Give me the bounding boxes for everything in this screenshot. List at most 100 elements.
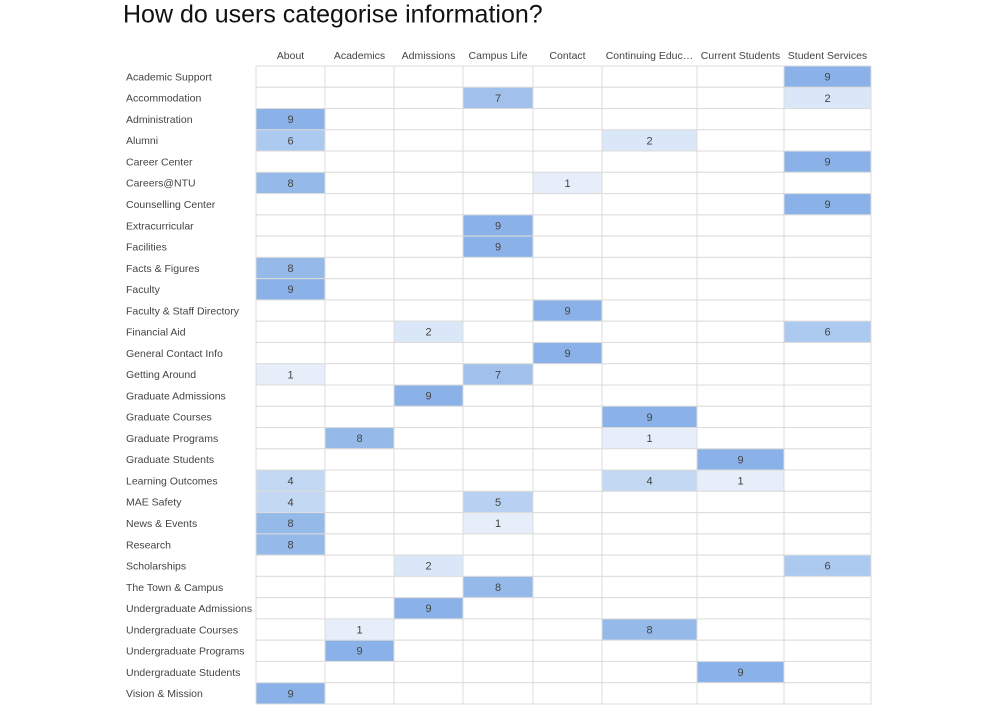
cell-value: 9 xyxy=(737,667,743,679)
cell-value: 5 xyxy=(495,497,501,509)
empty-cell xyxy=(324,405,395,429)
column-label: Contact xyxy=(549,50,585,62)
empty-cell xyxy=(532,490,603,514)
empty-cell xyxy=(783,341,872,365)
row-label: Undergraduate Programs xyxy=(126,646,244,658)
cell-value: 6 xyxy=(824,327,830,339)
empty-cell xyxy=(601,193,698,216)
row-label: Career Center xyxy=(126,156,193,168)
empty-cell xyxy=(601,660,698,684)
empty-cell xyxy=(783,533,872,556)
empty-cell xyxy=(601,320,698,343)
empty-cell xyxy=(393,682,464,705)
row-label: Undergraduate Admissions xyxy=(126,603,252,615)
empty-cell xyxy=(462,150,534,173)
empty-cell xyxy=(532,533,603,556)
empty-cell xyxy=(696,639,785,662)
cell-value: 8 xyxy=(287,518,293,530)
empty-cell xyxy=(255,193,326,216)
empty-cell xyxy=(696,490,785,514)
cell-value: 9 xyxy=(356,646,362,658)
row-label: Facilities xyxy=(126,242,167,254)
cell-value: 2 xyxy=(425,327,431,339)
empty-cell xyxy=(393,65,464,88)
empty-cell xyxy=(462,171,534,195)
empty-cell xyxy=(324,682,395,705)
cell-value: 1 xyxy=(646,433,652,445)
row-label: Careers@NTU xyxy=(126,178,196,190)
empty-cell xyxy=(532,618,603,641)
empty-cell xyxy=(696,299,785,322)
empty-cell xyxy=(532,129,603,152)
empty-cell xyxy=(783,597,872,620)
empty-cell xyxy=(393,193,464,216)
empty-cell xyxy=(783,171,872,195)
empty-cell xyxy=(601,597,698,620)
empty-cell xyxy=(255,448,326,471)
empty-cell xyxy=(255,618,326,641)
empty-cell xyxy=(532,682,603,705)
empty-cell xyxy=(462,405,534,429)
empty-cell xyxy=(783,108,872,131)
cell-value: 1 xyxy=(495,518,501,530)
empty-cell xyxy=(255,575,326,599)
empty-cell xyxy=(324,469,395,492)
empty-cell xyxy=(532,427,603,450)
row-label: Facts & Figures xyxy=(126,263,200,275)
cell-value: 9 xyxy=(646,412,652,424)
empty-cell xyxy=(393,533,464,556)
empty-cell xyxy=(393,299,464,322)
row-label: General Contact Info xyxy=(126,348,223,360)
empty-cell xyxy=(324,150,395,173)
empty-cell xyxy=(393,341,464,365)
empty-cell xyxy=(696,235,785,258)
empty-cell xyxy=(393,469,464,492)
empty-cell xyxy=(462,341,534,365)
empty-cell xyxy=(532,384,603,407)
empty-cell xyxy=(601,512,698,535)
row-label: Graduate Programs xyxy=(126,433,218,445)
row-label: Undergraduate Courses xyxy=(126,624,238,636)
empty-cell xyxy=(324,299,395,322)
empty-cell xyxy=(601,214,698,237)
row-label: Extracurricular xyxy=(126,220,194,232)
row-label: Scholarships xyxy=(126,561,186,573)
empty-cell xyxy=(532,597,603,620)
empty-cell xyxy=(255,86,326,110)
empty-cell xyxy=(393,660,464,684)
empty-cell xyxy=(783,682,872,705)
empty-cell xyxy=(393,256,464,280)
empty-cell xyxy=(393,278,464,301)
cell-value: 8 xyxy=(287,539,293,551)
cell-value: 6 xyxy=(287,135,293,147)
empty-cell xyxy=(393,639,464,662)
row-label: Faculty xyxy=(126,284,161,296)
empty-cell xyxy=(783,235,872,258)
empty-cell xyxy=(696,554,785,577)
row-label: The Town & Campus xyxy=(126,582,223,594)
empty-cell xyxy=(324,235,395,258)
empty-cell xyxy=(324,554,395,577)
empty-cell xyxy=(601,150,698,173)
empty-cell xyxy=(255,299,326,322)
cell-value: 8 xyxy=(287,178,293,190)
empty-cell xyxy=(393,427,464,450)
empty-cell xyxy=(783,512,872,535)
empty-cell xyxy=(532,108,603,131)
empty-cell xyxy=(783,363,872,386)
empty-cell xyxy=(393,363,464,386)
empty-cell xyxy=(462,427,534,450)
empty-cell xyxy=(462,384,534,407)
empty-cell xyxy=(696,405,785,429)
cell-value: 1 xyxy=(356,624,362,636)
empty-cell xyxy=(324,597,395,620)
empty-cell xyxy=(255,639,326,662)
empty-cell xyxy=(462,618,534,641)
cell-value: 9 xyxy=(495,242,501,254)
empty-cell xyxy=(783,639,872,662)
empty-cell xyxy=(462,448,534,471)
column-label: Student Services xyxy=(788,50,867,62)
empty-cell xyxy=(532,86,603,110)
empty-cell xyxy=(532,363,603,386)
empty-cell xyxy=(601,384,698,407)
